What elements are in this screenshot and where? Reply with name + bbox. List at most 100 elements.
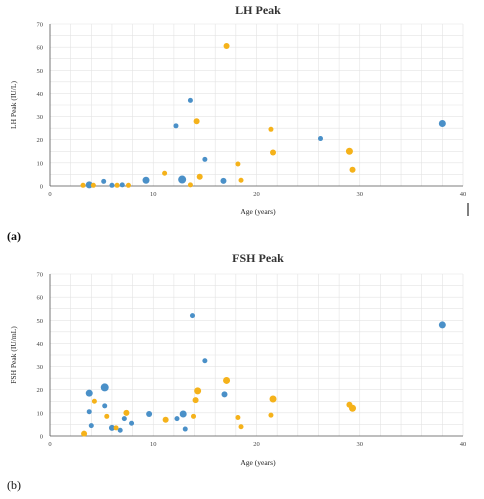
data-point <box>117 427 123 433</box>
data-point <box>174 416 180 422</box>
y-axis-label: LH Peak (IU/L) <box>9 81 18 129</box>
tick-labels: 0 10 20 30 40 0 10 20 30 40 50 60 70 <box>37 22 467 199</box>
panel-label-b: (b) <box>7 478 21 492</box>
data-point <box>123 409 130 416</box>
data-point <box>121 416 127 422</box>
fsh-peak-chart: FSH Peak 0 10 20 30 40 0 10 20 30 40 50 60 70 Age (y… <box>9 251 466 467</box>
x-tick-label: 10 <box>150 191 157 198</box>
grid-layer <box>49 273 464 437</box>
data-point <box>81 430 88 437</box>
data-point <box>178 175 187 184</box>
y-tick-label: 30 <box>37 364 44 371</box>
data-point <box>162 416 169 423</box>
y-tick-label: 60 <box>37 295 44 302</box>
data-point <box>101 178 107 184</box>
x-tick-label: 10 <box>150 441 157 448</box>
data-point <box>349 404 357 412</box>
data-point <box>221 391 228 398</box>
x-tick-label: 30 <box>357 191 364 198</box>
data-point <box>235 161 241 167</box>
y-tick-label: 10 <box>37 410 44 417</box>
data-point <box>202 358 208 364</box>
data-point <box>268 412 274 418</box>
data-point <box>202 156 208 162</box>
data-point <box>194 387 202 395</box>
y-tick-label: 10 <box>37 160 44 167</box>
data-point <box>438 321 446 329</box>
data-point <box>189 313 195 319</box>
data-point <box>113 425 119 431</box>
y-tick-label: 70 <box>37 22 44 29</box>
data-point <box>191 413 197 419</box>
data-point <box>238 177 244 183</box>
axes-layer <box>49 274 463 437</box>
data-point <box>223 42 230 49</box>
data-point <box>91 398 97 404</box>
data-points <box>81 313 446 437</box>
y-tick-label: 60 <box>37 45 44 52</box>
x-tick-label: 0 <box>48 191 51 198</box>
x-tick-label: 0 <box>48 441 51 448</box>
data-points <box>80 42 446 189</box>
data-point <box>109 182 115 188</box>
data-point <box>268 126 274 132</box>
lh-peak-chart: LH Peak 0 10 20 30 40 0 10 20 30 40 50 60 70 Age (ye… <box>9 3 466 216</box>
data-point <box>269 395 277 403</box>
y-tick-label: 20 <box>37 137 44 144</box>
x-tick-label: 20 <box>253 191 260 198</box>
y-tick-label: 40 <box>37 91 44 98</box>
data-point <box>235 414 241 420</box>
data-point <box>125 182 131 188</box>
data-point <box>114 182 120 188</box>
data-point <box>318 136 324 142</box>
data-point <box>142 176 150 184</box>
y-tick-label: 50 <box>37 68 44 75</box>
y-tick-label: 20 <box>37 387 44 394</box>
x-axis-label: Age (years) <box>240 207 276 216</box>
x-tick-label: 20 <box>253 441 260 448</box>
data-point <box>187 182 193 188</box>
data-point <box>179 410 187 418</box>
grid-layer <box>49 23 464 187</box>
data-point <box>129 420 135 426</box>
y-tick-label: 0 <box>40 184 43 191</box>
data-point <box>102 403 108 409</box>
x-axis-label: Age (years) <box>240 458 276 467</box>
x-tick-label: 30 <box>357 441 364 448</box>
data-point <box>349 166 356 173</box>
data-point <box>146 411 153 418</box>
data-point <box>119 182 125 188</box>
data-point <box>196 173 203 180</box>
data-point <box>270 149 277 156</box>
data-point <box>192 397 199 404</box>
data-point <box>193 118 200 125</box>
panel-label-a: (a) <box>7 229 21 243</box>
data-point <box>345 147 353 155</box>
data-point <box>162 170 168 176</box>
y-tick-label: 70 <box>37 272 44 279</box>
data-point <box>104 413 110 419</box>
data-point <box>86 409 92 415</box>
data-point <box>108 424 115 431</box>
y-tick-label: 40 <box>37 341 44 348</box>
data-point <box>85 389 93 397</box>
y-tick-label: 0 <box>40 434 43 441</box>
data-point <box>238 424 244 430</box>
y-tick-label: 50 <box>37 318 44 325</box>
x-tick-label: 40 <box>460 441 467 448</box>
tick-labels: 0 10 20 30 40 0 10 20 30 40 50 60 70 <box>37 272 467 449</box>
data-point <box>220 177 227 184</box>
chart-title: LH Peak <box>235 3 281 17</box>
data-point <box>182 426 188 432</box>
data-point <box>223 376 231 384</box>
data-point <box>90 182 96 188</box>
y-tick-label: 30 <box>37 114 44 121</box>
data-point <box>85 181 93 189</box>
y-axis-label: FSH Peak (IU/mL) <box>9 326 18 384</box>
data-point <box>438 120 446 128</box>
data-point <box>173 123 179 129</box>
x-tick-label: 40 <box>460 191 467 198</box>
data-point <box>80 182 86 188</box>
data-point <box>187 97 193 103</box>
